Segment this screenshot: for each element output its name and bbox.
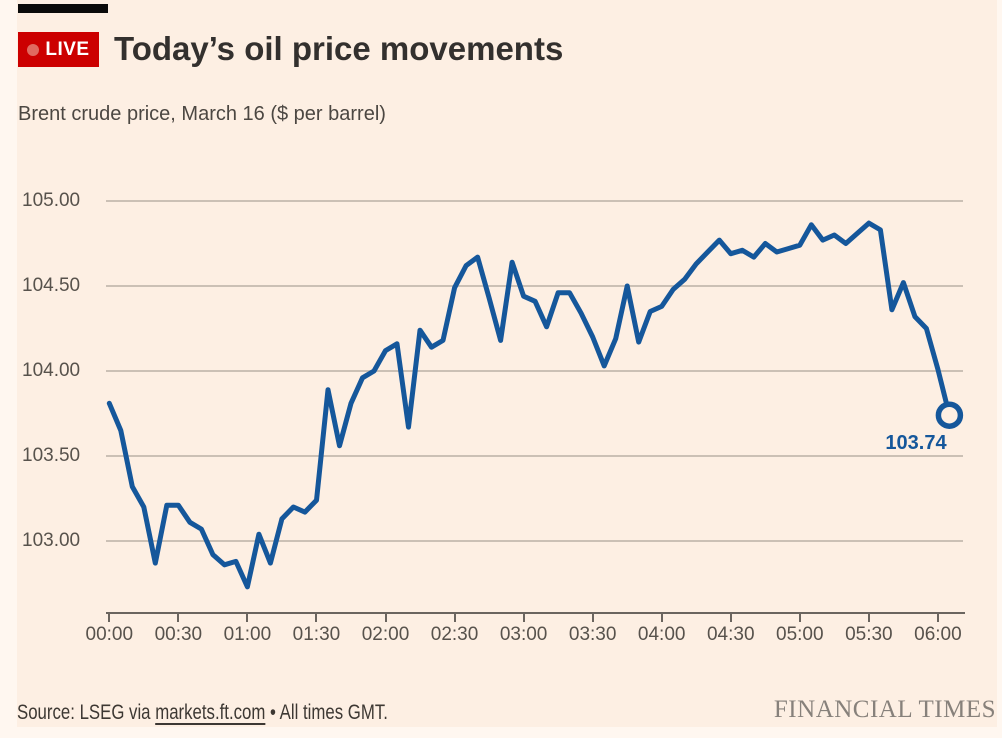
x-axis-tick-label: 03:30 <box>568 624 617 645</box>
gridline <box>106 285 963 287</box>
x-axis-tick <box>315 614 318 622</box>
source-prefix: Source: LSEG via <box>17 701 156 724</box>
x-axis-tick-label: 00:00 <box>85 624 134 645</box>
x-axis-tick-label: 01:30 <box>292 624 341 645</box>
x-axis-tick <box>453 614 456 622</box>
gridline <box>106 540 963 542</box>
x-axis-tick-label: 06:00 <box>914 624 962 645</box>
x-axis-tick-label: 02:30 <box>430 624 479 645</box>
y-axis-tick-label: 104.50 <box>22 275 81 296</box>
y-axis-tick-label: 103.00 <box>22 530 81 551</box>
page-title: Today’s oil price movements <box>114 30 564 67</box>
y-axis-tick-label: 104.00 <box>22 360 81 381</box>
x-axis-tick <box>591 614 594 622</box>
live-dot-icon <box>27 43 40 56</box>
x-axis-tick-label: 05:00 <box>776 624 824 645</box>
x-axis-tick-label: 02:00 <box>361 624 410 645</box>
x-axis-tick <box>798 614 801 622</box>
x-axis-line <box>106 612 965 614</box>
x-axis-tick <box>384 614 387 622</box>
live-badge: LIVE <box>18 32 99 67</box>
x-axis-tick-label: 05:30 <box>845 624 893 645</box>
x-axis-tick <box>936 614 939 622</box>
gridline <box>106 370 963 372</box>
source-suffix: • All times GMT. <box>265 701 388 724</box>
top-black-bar <box>18 4 108 13</box>
x-axis-tick <box>108 614 111 622</box>
y-axis-tick-label: 105.00 <box>22 190 81 211</box>
financial-times-logo: FINANCIAL TIMES <box>773 696 996 723</box>
x-axis-tick <box>867 614 870 622</box>
chart-subtitle: Brent crude price, March 16 ($ per barre… <box>18 103 386 125</box>
x-axis-tick-label: 00:30 <box>154 624 203 645</box>
x-axis-tick-label: 04:00 <box>637 624 686 645</box>
gridline <box>106 455 963 457</box>
x-axis-tick <box>729 614 732 622</box>
x-axis-tick <box>177 614 180 622</box>
x-axis-tick <box>660 614 663 622</box>
x-axis-tick-label: 04:30 <box>706 624 755 645</box>
live-label: LIVE <box>45 39 90 60</box>
last-value-label: 103.74 <box>885 432 947 454</box>
gridline <box>106 200 963 202</box>
source-line: Source: LSEG via markets.ft.com • All ti… <box>17 701 388 725</box>
x-axis-tick <box>246 614 249 622</box>
x-axis-tick-label: 03:00 <box>499 624 548 645</box>
y-axis-tick-label: 103.50 <box>22 445 81 466</box>
source-link[interactable]: markets.ft.com <box>155 701 266 724</box>
x-axis-tick-label: 01:00 <box>223 624 272 645</box>
x-axis-tick <box>522 614 525 622</box>
